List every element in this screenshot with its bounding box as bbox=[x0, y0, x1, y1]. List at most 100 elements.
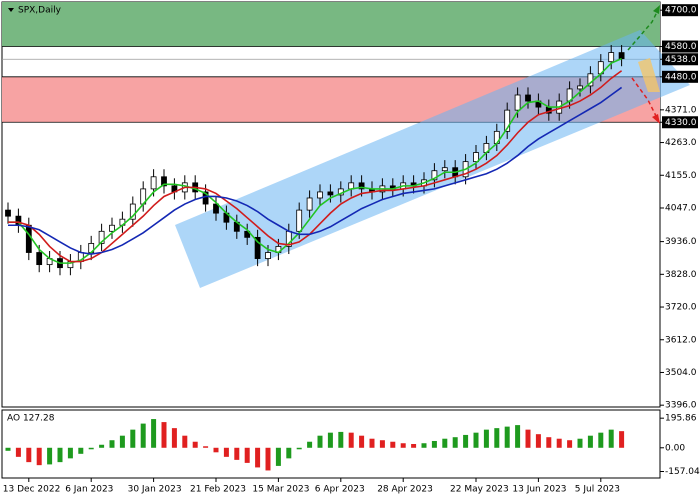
ao-bar bbox=[255, 447, 261, 468]
ao-bar bbox=[161, 422, 167, 448]
moving-average bbox=[8, 70, 623, 263]
ao-bar bbox=[307, 441, 313, 448]
ao-bar bbox=[26, 447, 32, 463]
y-tick-box bbox=[662, 116, 698, 129]
candle-body bbox=[317, 191, 323, 199]
ao-bar bbox=[546, 437, 552, 448]
candle-body bbox=[618, 52, 625, 60]
title-marker bbox=[8, 8, 14, 12]
ao-bar bbox=[598, 432, 604, 448]
ao-bar bbox=[463, 434, 469, 448]
candle-body bbox=[161, 176, 167, 187]
ao-bar bbox=[515, 425, 521, 448]
reversal-zone bbox=[638, 58, 660, 92]
ao-bar bbox=[275, 447, 281, 466]
ao-bar bbox=[88, 447, 94, 450]
ao-bar bbox=[47, 447, 53, 465]
y-tick-label: 4700.0 bbox=[665, 6, 697, 16]
x-tick-label: 13 Jun 2023 bbox=[512, 485, 566, 495]
ao-bar bbox=[442, 438, 448, 448]
ao-bar bbox=[608, 429, 614, 448]
y-tick-label: 3936.0 bbox=[665, 237, 697, 247]
ao-bar bbox=[483, 429, 489, 448]
candle-body bbox=[525, 94, 531, 102]
candle-body bbox=[213, 203, 219, 214]
down-arrow-head bbox=[652, 114, 660, 124]
ao-bar bbox=[317, 435, 323, 448]
y-tick-box bbox=[662, 70, 698, 83]
x-tick-label: 6 Jan 2023 bbox=[65, 485, 113, 495]
ao-bar bbox=[78, 447, 84, 454]
x-tick-label: 15 Mar 2023 bbox=[252, 485, 309, 495]
y-tick-label: 4580.0 bbox=[665, 42, 697, 52]
y-tick-label: 3720.0 bbox=[665, 303, 697, 313]
candle-body bbox=[98, 230, 105, 244]
ao-bar bbox=[296, 447, 302, 450]
ao-bar bbox=[452, 437, 458, 448]
candle-body bbox=[473, 152, 479, 163]
up-arrow bbox=[627, 9, 659, 51]
ao-bar bbox=[57, 447, 63, 463]
resistance-zone bbox=[2, 2, 660, 47]
ao-bar bbox=[473, 432, 479, 448]
candle-body bbox=[265, 252, 271, 259]
x-tick-label: 5 Jul 2023 bbox=[575, 485, 620, 495]
y-tick-box bbox=[662, 53, 698, 66]
y-tick-label: 4047.0 bbox=[665, 203, 697, 213]
ao-bar bbox=[36, 447, 42, 466]
ao-bar bbox=[244, 447, 250, 463]
x-tick-label: 13 Dec 2022 bbox=[3, 485, 61, 495]
candle-body bbox=[441, 167, 448, 172]
ao-y-tick-label: -157.04 bbox=[665, 467, 700, 477]
plot bbox=[5, 45, 625, 471]
candle-body bbox=[608, 52, 615, 63]
ao-bar bbox=[119, 435, 125, 448]
y-tick-label: 4330.0 bbox=[665, 118, 697, 128]
ao-bar bbox=[525, 429, 531, 448]
ao-bar bbox=[431, 440, 437, 448]
ao-bar bbox=[203, 446, 209, 448]
ao-bar bbox=[556, 438, 562, 448]
ao-bar bbox=[390, 441, 396, 448]
ao-bar bbox=[327, 432, 333, 448]
y-tick-label: 4371.0 bbox=[665, 105, 697, 115]
candle-body bbox=[514, 94, 521, 111]
ao-bar bbox=[587, 435, 593, 448]
ao-bar bbox=[192, 441, 198, 448]
y-tick-label: 3612.0 bbox=[665, 335, 697, 345]
candle-body bbox=[109, 224, 115, 232]
x-tick-label: 21 Feb 2023 bbox=[190, 485, 246, 495]
ao-bar bbox=[15, 447, 21, 457]
candle-body bbox=[129, 203, 136, 220]
candle-body bbox=[296, 209, 303, 232]
ao-bar bbox=[5, 447, 11, 451]
y-tick-label: 4538.0 bbox=[665, 55, 697, 65]
candle-body bbox=[358, 182, 365, 190]
ao-bar bbox=[504, 426, 510, 448]
ao-bar bbox=[348, 432, 354, 448]
y-tick-box bbox=[662, 40, 698, 53]
y-tick-label: 3828.0 bbox=[665, 270, 697, 280]
ao-bar bbox=[286, 447, 292, 459]
ao-bar bbox=[140, 423, 146, 448]
y-tick-label: 4155.0 bbox=[665, 171, 697, 181]
candle-body bbox=[150, 176, 157, 190]
moving-average bbox=[8, 86, 623, 255]
ao-bar bbox=[359, 435, 365, 448]
ao-bar bbox=[67, 447, 73, 459]
candle-body bbox=[36, 252, 43, 266]
x-tick-label: 22 May 2023 bbox=[450, 485, 509, 495]
x-tick-label: 6 Apr 2023 bbox=[315, 485, 365, 495]
candle-body bbox=[5, 209, 11, 217]
x-tick-label: 30 Jan 2023 bbox=[128, 485, 182, 495]
ao-bar bbox=[234, 447, 240, 460]
moving-average bbox=[8, 57, 622, 264]
candle-body bbox=[244, 230, 251, 238]
trend-channel bbox=[175, 30, 690, 288]
ao-bar bbox=[265, 447, 271, 471]
y-tick-label: 4480.0 bbox=[665, 72, 697, 82]
candle-body bbox=[327, 191, 334, 196]
ao-y-tick-label: 0.00 bbox=[665, 443, 685, 453]
ao-bar bbox=[535, 434, 541, 448]
ao-bar bbox=[130, 429, 136, 448]
